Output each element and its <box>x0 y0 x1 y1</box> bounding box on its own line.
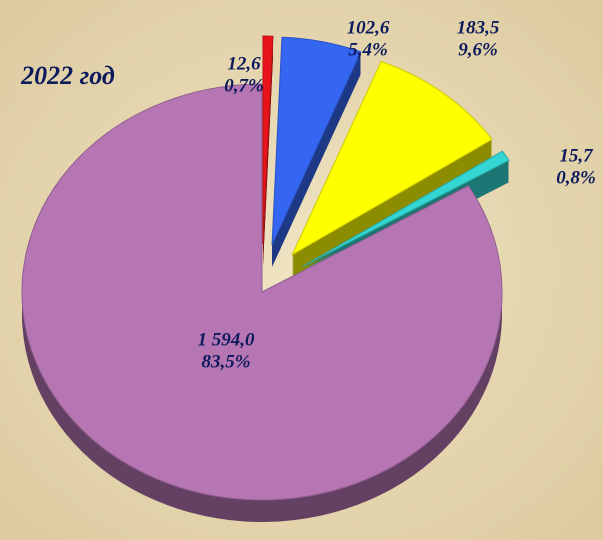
percent-label: 0,8% <box>556 167 596 188</box>
percent-label: 0,7% <box>224 75 264 96</box>
data-label: 12,60,7% <box>224 53 264 96</box>
chart-title: 2022 год <box>20 61 115 90</box>
data-label: 15,70,8% <box>556 145 596 188</box>
value-label: 183,5 <box>457 17 500 38</box>
percent-label: 9,6% <box>458 39 498 60</box>
data-label: 183,59,6% <box>457 17 500 60</box>
percent-label: 83,5% <box>201 351 250 372</box>
slice <box>271 36 362 246</box>
value-label: 15,7 <box>559 145 594 166</box>
data-label: 1 594,083,5% <box>198 329 256 372</box>
value-label: 1 594,0 <box>198 329 256 350</box>
slice <box>291 60 493 256</box>
slice <box>262 35 274 245</box>
slice <box>21 83 503 501</box>
value-label: 102,6 <box>347 17 390 38</box>
value-label: 12,6 <box>227 53 261 74</box>
percent-label: 5,4% <box>348 39 388 60</box>
slice <box>302 150 510 267</box>
data-label: 102,65,4% <box>347 17 390 60</box>
